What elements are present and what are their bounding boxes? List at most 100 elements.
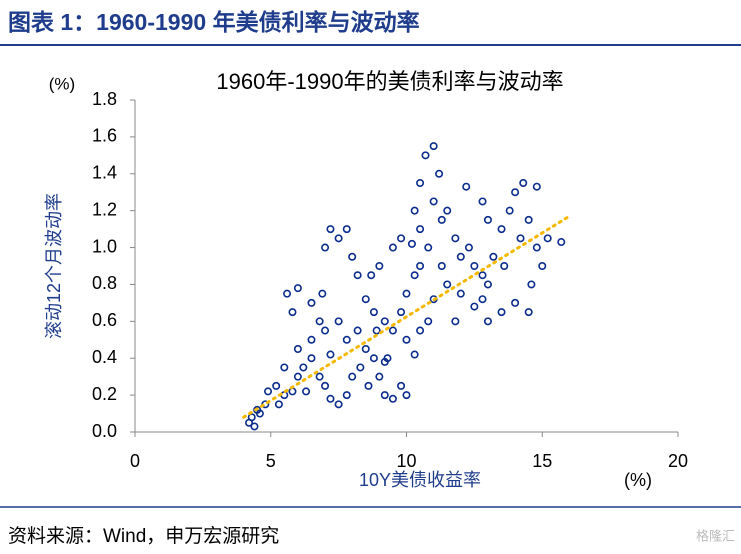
point	[288, 387, 297, 396]
source: 资料来源：Wind，申万宏源研究	[8, 525, 279, 547]
point	[524, 308, 533, 317]
point	[315, 372, 324, 381]
point	[353, 271, 362, 280]
point	[321, 243, 330, 252]
watermark: 格隆汇	[696, 528, 735, 543]
point	[410, 206, 419, 215]
point	[293, 372, 302, 381]
point	[307, 298, 316, 307]
x-tick-label: 10	[396, 451, 416, 471]
point	[397, 234, 406, 243]
point	[334, 234, 343, 243]
point	[334, 317, 343, 326]
point	[402, 335, 411, 344]
point	[302, 387, 311, 396]
point	[255, 409, 264, 418]
point	[364, 381, 373, 390]
point	[397, 381, 406, 390]
y-axis-label: 滚动12个月波动率	[44, 193, 64, 339]
point	[435, 169, 444, 178]
point	[283, 289, 292, 298]
point	[519, 179, 528, 188]
point	[402, 391, 411, 400]
point	[356, 363, 365, 372]
point	[372, 326, 381, 335]
point	[497, 225, 506, 234]
point	[397, 308, 406, 317]
point	[527, 280, 536, 289]
point	[410, 350, 419, 359]
point	[264, 387, 273, 396]
point	[280, 363, 289, 372]
point	[342, 391, 351, 400]
point	[321, 381, 330, 390]
y-tick-label: 1.8	[92, 89, 117, 109]
y-tick-label: 1.4	[92, 163, 117, 183]
point	[318, 289, 327, 298]
point	[416, 225, 425, 234]
point	[483, 215, 492, 224]
x-unit: (%)	[624, 470, 652, 490]
x-axis-label: 10Y美债收益率	[359, 470, 481, 490]
point	[478, 197, 487, 206]
point	[516, 234, 525, 243]
point	[443, 206, 452, 215]
point	[369, 308, 378, 317]
y-tick-label: 1.0	[92, 236, 117, 256]
point	[429, 142, 438, 151]
point	[272, 381, 281, 390]
point	[361, 295, 370, 304]
point	[326, 350, 335, 359]
point	[557, 238, 566, 247]
point	[421, 151, 430, 160]
point	[505, 206, 514, 215]
point	[543, 234, 552, 243]
point	[369, 354, 378, 363]
point	[380, 357, 389, 366]
point	[483, 280, 492, 289]
point	[511, 188, 520, 197]
point	[250, 422, 259, 431]
point	[361, 344, 370, 353]
point	[489, 252, 498, 261]
point	[299, 363, 308, 372]
point	[443, 280, 452, 289]
point	[348, 252, 357, 261]
point	[532, 182, 541, 191]
point	[402, 289, 411, 298]
point	[416, 179, 425, 188]
chart-title: 1960年-1990年的美债利率与波动率	[216, 69, 563, 94]
point	[380, 317, 389, 326]
y-tick-label: 1.6	[92, 126, 117, 146]
point	[478, 271, 487, 280]
point	[321, 326, 330, 335]
point	[456, 289, 465, 298]
point	[424, 317, 433, 326]
point	[464, 243, 473, 252]
point	[342, 225, 351, 234]
point	[315, 317, 324, 326]
point	[348, 372, 357, 381]
point	[326, 225, 335, 234]
point	[307, 354, 316, 363]
y-unit: (%)	[49, 74, 75, 93]
point	[497, 308, 506, 317]
point	[326, 394, 335, 403]
point	[274, 400, 283, 409]
point	[388, 326, 397, 335]
x-tick-label: 5	[266, 451, 276, 471]
y-tick-label: 0.4	[92, 347, 117, 367]
y-tick-label: 0.8	[92, 273, 117, 293]
point	[483, 317, 492, 326]
y-tick-label: 0.6	[92, 310, 117, 330]
point	[451, 317, 460, 326]
point	[367, 271, 376, 280]
point	[247, 413, 256, 422]
point	[538, 261, 547, 270]
plot-area: 0.0 0.2 0.4 0.6 0.8 1.0 1.2 1.4 1.6 1.8 0 5 10 15 20	[92, 89, 688, 471]
point	[500, 261, 509, 270]
point	[470, 261, 479, 270]
point	[407, 239, 416, 248]
point	[429, 197, 438, 206]
